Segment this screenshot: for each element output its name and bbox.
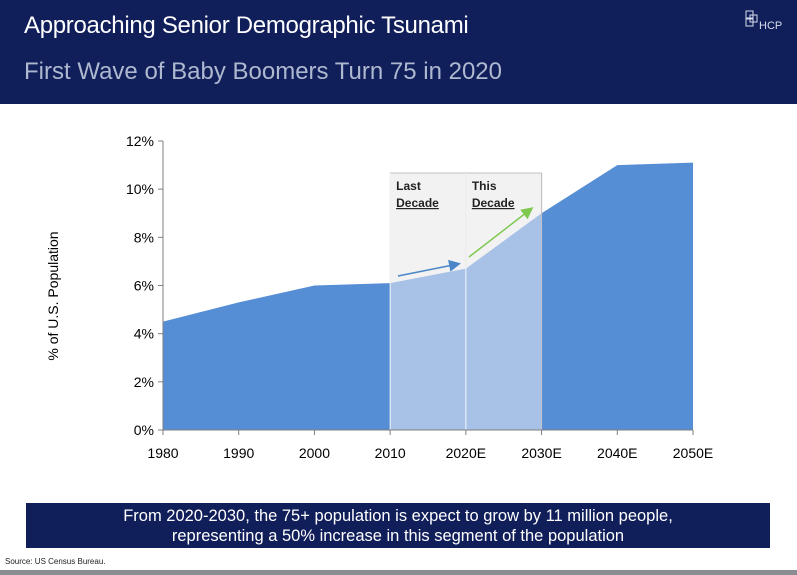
- window-label-2-line2: Decade: [472, 196, 515, 210]
- x-tick-label: 2000: [299, 445, 330, 461]
- bottom-rule: [0, 570, 797, 575]
- area-segment-right: [541, 162, 693, 431]
- window-label-2-line1: This: [472, 179, 497, 193]
- window-label-1-line1: Last: [396, 179, 421, 193]
- x-tick-label: 1980: [147, 445, 178, 461]
- area-segment-left: [163, 283, 391, 430]
- callout-line-1: From 2020-2030, the 75+ population is ex…: [123, 507, 673, 525]
- y-tick-label: 6%: [134, 278, 154, 294]
- y-tick-label: 12%: [126, 133, 154, 149]
- trend-arrow-this-decade: [468, 207, 534, 258]
- x-tick-label: 1990: [223, 445, 254, 461]
- y-tick-label: 4%: [134, 326, 154, 342]
- x-tick-label: 2040E: [597, 445, 637, 461]
- x-tick-label: 2030E: [521, 445, 561, 461]
- y-axis-title: % of U.S. Population: [45, 231, 61, 360]
- y-tick-label: 10%: [126, 181, 154, 197]
- x-tick-label: 2010: [375, 445, 406, 461]
- page-title: Approaching Senior Demographic Tsunami: [24, 12, 469, 39]
- hcp-logo: [745, 10, 758, 27]
- y-tick-label: 8%: [134, 229, 154, 245]
- x-tick-label: 2050E: [673, 445, 713, 461]
- callout-line-2: representing a 50% increase in this segm…: [171, 527, 625, 545]
- x-tick-label: 2020E: [446, 445, 486, 461]
- trend-arrow-last-decade: [397, 259, 461, 277]
- header-banner: Approaching Senior Demographic Tsunami F…: [0, 0, 797, 104]
- source-note: Source: US Census Bureau.: [5, 557, 106, 566]
- logo-text: HCP: [759, 20, 783, 32]
- y-tick-label: 0%: [134, 422, 154, 438]
- callout-banner: From 2020-2030, the 75+ population is ex…: [26, 503, 770, 548]
- area-chart: Last Decade This Decade 0% 2% 4% 6% 8% 10% 12% 1980…: [45, 133, 713, 461]
- window-label-1-line2: Decade: [396, 196, 439, 210]
- y-tick-label: 2%: [134, 374, 154, 390]
- page-subtitle: First Wave of Baby Boomers Turn 75 in 20…: [24, 58, 502, 85]
